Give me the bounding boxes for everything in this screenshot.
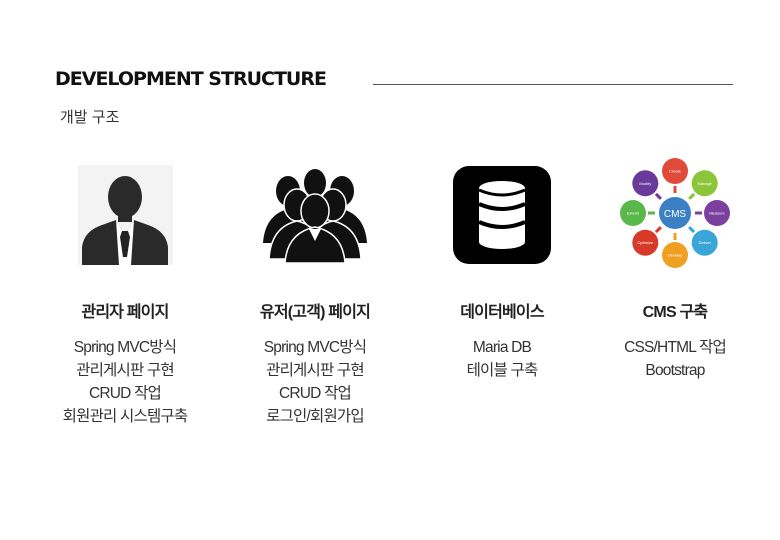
database-icon	[453, 166, 551, 264]
cms-node	[704, 200, 730, 226]
cms-node-label: Measure	[709, 211, 725, 216]
column-database: 데이터베이스 Maria DB 테이블 구축	[412, 160, 592, 382]
admin-user-icon	[77, 165, 173, 265]
list-item: CSS/HTML 작업	[624, 339, 727, 356]
item-list: Maria DB 테이블 구축	[412, 336, 592, 382]
cms-node-label: Extend	[627, 211, 639, 216]
cms-node	[632, 170, 659, 197]
list-item: 회원관리 시스템구축	[62, 408, 188, 425]
cms-node	[620, 200, 646, 226]
item-list: Spring MVC방식 관리게시판 구현 CRUD 작업 로그인/회원가입	[225, 336, 405, 428]
cms-node-label: Deliver	[698, 240, 711, 245]
cms-node-label: Create	[669, 169, 682, 174]
column-title: 데이터베이스	[460, 304, 544, 321]
cms-node-label: Modify	[639, 181, 651, 186]
list-item: Spring MVC방식	[73, 339, 177, 356]
column-title: 유저(고객) 페이지	[259, 304, 371, 321]
cms-arrow	[688, 192, 696, 200]
page-title: DEVELOPMENT STRUCTURE	[55, 68, 327, 90]
cms-arrow	[688, 226, 696, 234]
cms-arrow	[654, 192, 662, 200]
cms-arrow	[654, 226, 662, 234]
list-item: 로그인/회원가입	[266, 408, 365, 425]
page-subtitle: 개발 구조	[60, 109, 120, 126]
list-item: CRUD 작업	[278, 385, 352, 402]
title-rule	[373, 84, 733, 85]
cms-diagram-icon: Create Manage Measure Deliver Develop Optimiz…	[620, 158, 730, 268]
column-title: 관리자 페이지	[81, 304, 169, 321]
column-cms: Create Manage Measure Deliver Develop Optimiz…	[585, 158, 765, 382]
cms-center-label: CMS	[664, 209, 687, 220]
item-list: Spring MVC방식 관리게시판 구현 CRUD 작업 회원관리 시스템구축	[35, 336, 215, 428]
cms-node-label: Optimize	[637, 240, 654, 245]
column-title: CMS 구축	[642, 304, 708, 321]
cms-node	[662, 242, 688, 268]
cms-node	[632, 229, 659, 256]
column-users: 유저(고객) 페이지 Spring MVC방식 관리게시판 구현 CRUD 작업…	[225, 160, 405, 428]
list-item: Maria DB	[472, 339, 532, 356]
users-group-icon	[263, 169, 367, 264]
list-item: Spring MVC방식	[263, 339, 367, 356]
cms-node	[691, 229, 718, 256]
cms-node	[662, 158, 688, 184]
list-item: 관리게시판 구현	[76, 362, 175, 379]
cms-node	[691, 170, 718, 197]
list-item: Bootstrap	[645, 362, 705, 379]
item-list: CSS/HTML 작업 Bootstrap	[585, 336, 765, 382]
column-admin: 관리자 페이지 Spring MVC방식 관리게시판 구현 CRUD 작업 회원…	[35, 160, 215, 428]
cms-node-label: Develop	[668, 253, 683, 258]
list-item: CRUD 작업	[88, 385, 162, 402]
list-item: 관리게시판 구현	[266, 362, 365, 379]
cms-node-label: Manage	[697, 181, 712, 186]
list-item: 테이블 구축	[466, 362, 539, 379]
